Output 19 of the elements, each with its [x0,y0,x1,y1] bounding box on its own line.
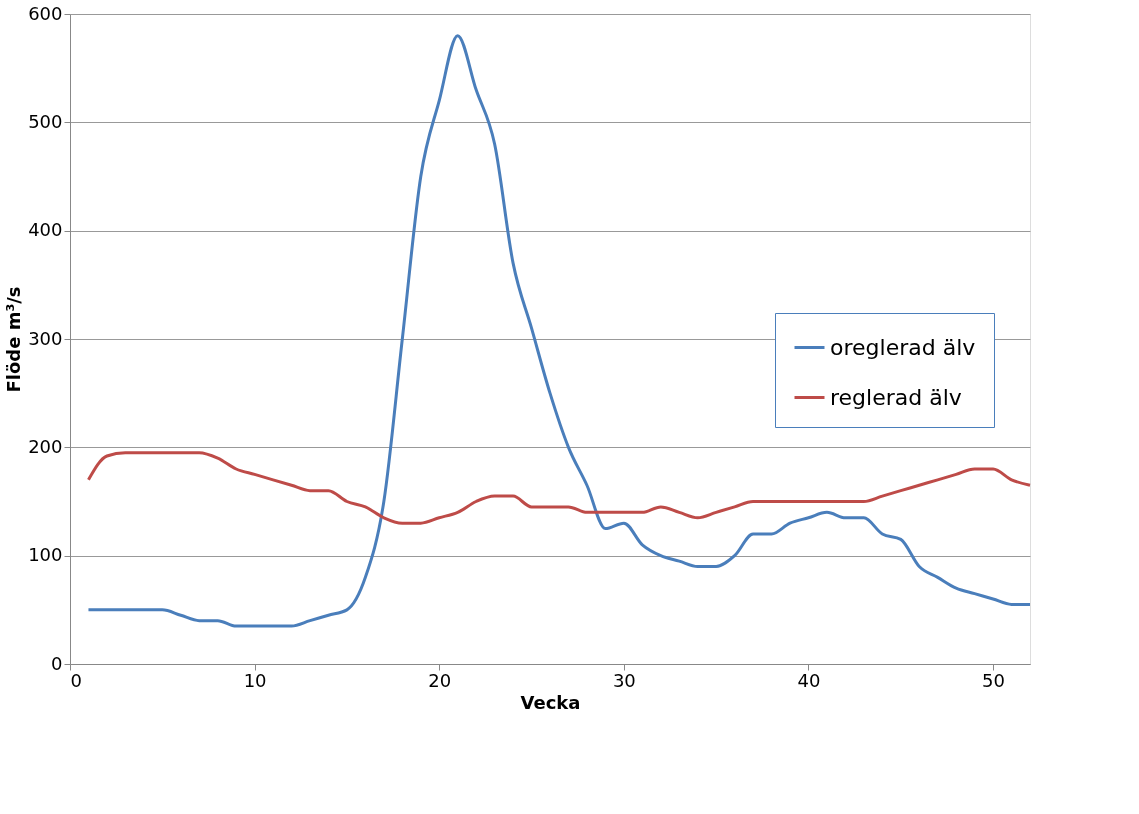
x-tick-label: 30 [612,669,636,691]
x-tick-label: 50 [982,669,1006,691]
x-tick-label: 40 [797,669,821,691]
y-tick-label: 400 [28,219,63,241]
x-tick-label: 10 [243,669,267,691]
y-tick-label: 0 [51,652,63,674]
line-series [86,451,1032,525]
y-axis-title: Flöde m³/s [3,286,25,393]
y-tick-label: 100 [28,544,63,566]
legend-label: reglerad älv [830,384,962,410]
x-tick-label: 0 [70,669,82,691]
x-axis-title: Vecka [520,691,581,713]
y-tick-label: 200 [28,435,63,457]
line-series [86,34,1032,628]
legend-label: oreglerad älv [830,334,976,360]
y-tick-label: 500 [28,110,63,132]
x-tick-label: 20 [428,669,452,691]
y-tick-label: 600 [28,2,63,24]
y-tick-label: 300 [28,327,63,349]
